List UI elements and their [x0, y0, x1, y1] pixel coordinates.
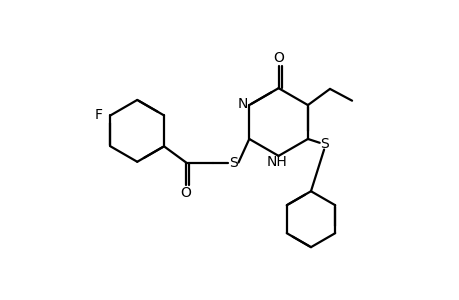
- Text: F: F: [95, 108, 103, 122]
- Text: NH: NH: [266, 155, 287, 170]
- Text: N: N: [237, 97, 247, 111]
- Text: S: S: [319, 137, 328, 151]
- Text: O: O: [273, 51, 283, 65]
- Text: O: O: [180, 185, 191, 200]
- Text: S: S: [228, 155, 237, 170]
